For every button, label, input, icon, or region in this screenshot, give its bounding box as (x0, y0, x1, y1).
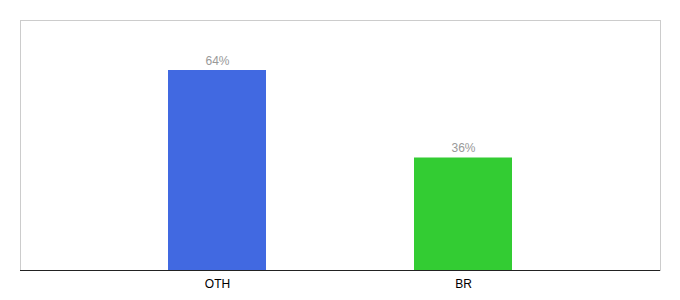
svg-text:OTH: OTH (205, 277, 230, 291)
svg-text:36%: 36% (451, 141, 475, 155)
svg-text:64%: 64% (205, 54, 229, 68)
svg-text:BR: BR (455, 277, 472, 291)
